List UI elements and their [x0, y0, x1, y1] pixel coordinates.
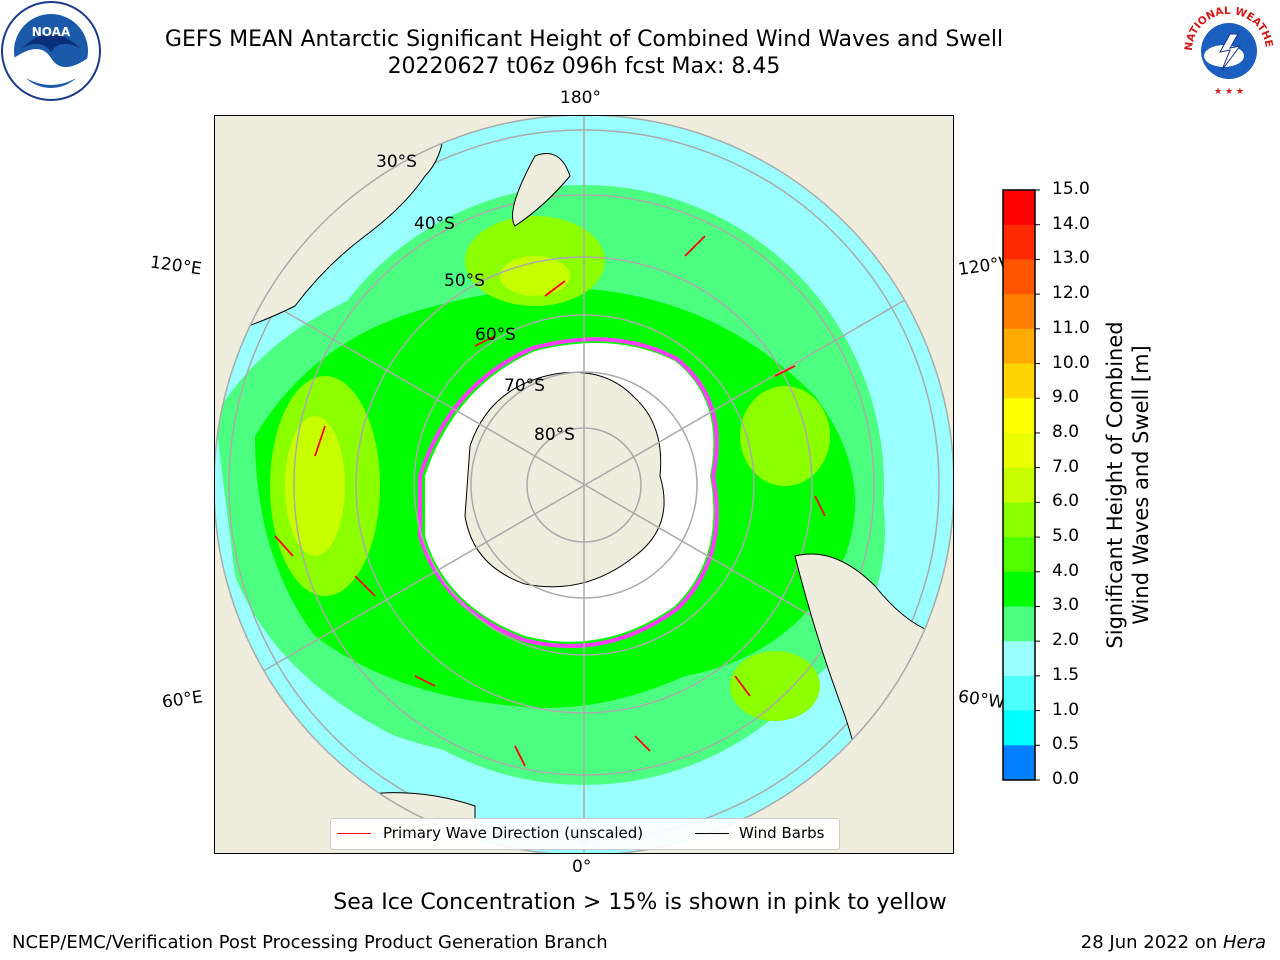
colorbar-tick-label: 3.0	[1052, 595, 1080, 616]
noaa-logo-text: NOAA	[32, 25, 71, 39]
lon-label-60w: 60°W	[956, 686, 1007, 714]
colorbar-segment	[1003, 606, 1035, 642]
colorbar-segment	[1003, 363, 1035, 399]
wave-direction-arrows	[274, 235, 826, 767]
lat-label-80s: 80°S	[534, 425, 575, 445]
colorbar-tick-label: 12.0	[1052, 283, 1090, 304]
colorbar-tick-label: 5.0	[1052, 526, 1080, 547]
colorbar-segment	[1003, 571, 1035, 607]
nws-logo: NATIONAL WEATHER SERVICE ★ ★ ★	[1178, 0, 1278, 100]
colorbar	[1002, 189, 1040, 781]
chart-subtitle: 20220627 t06z 096h fcst Max: 8.45	[387, 54, 781, 79]
noaa-logo: NOAA	[1, 1, 101, 101]
lat-label-40s: 40°S	[414, 214, 455, 234]
colorbar-tick-label: 10.0	[1052, 352, 1090, 373]
wind-barb-swatch	[695, 833, 729, 834]
lon-label-0: 0°	[572, 857, 592, 877]
colorbar-tick-label: 4.0	[1052, 560, 1080, 581]
colorbar-tick-label: 1.5	[1052, 664, 1080, 685]
colorbar-segment	[1003, 675, 1035, 712]
colorbar-tick-label: 14.0	[1052, 213, 1090, 234]
lon-label-180: 180°	[560, 88, 601, 108]
svg-text:★ ★ ★: ★ ★ ★	[1214, 87, 1244, 97]
lat-label-60s: 60°S	[475, 325, 516, 345]
colorbar-label-line2: Wind Waves and Swell [m]	[1129, 345, 1153, 625]
colorbar-segment	[1003, 294, 1035, 330]
colorbar-segment	[1003, 190, 1035, 226]
colorbar-tick-label: 6.0	[1052, 491, 1080, 512]
colorbar-segment	[1003, 537, 1035, 573]
colorbar-segment	[1003, 745, 1035, 781]
polar-map	[214, 115, 954, 854]
footer-host: Hera	[1222, 932, 1266, 953]
chart-title: GEFS MEAN Antarctic Significant Height o…	[164, 27, 1004, 52]
sea-ice-note: Sea Ice Concentration > 15% is shown in …	[333, 890, 947, 915]
colorbar-tick-label: 15.0	[1052, 179, 1090, 199]
wave-patch-5-6m-east	[740, 386, 830, 486]
wave-core-6-7m-west	[285, 416, 345, 556]
colorbar-tick-label: 13.0	[1052, 248, 1090, 269]
colorbar-segment	[1003, 467, 1035, 503]
footer-date: 28 Jun 2022 on Hera	[1081, 932, 1266, 953]
lat-label-30s: 30°S	[376, 152, 417, 172]
wave-core-6-7m-north	[500, 256, 570, 296]
footer-credit: NCEP/EMC/Verification Post Processing Pr…	[12, 932, 608, 953]
colorbar-tick-label: 1.0	[1052, 699, 1080, 720]
footer-date-text: 28 Jun 2022 on	[1080, 932, 1223, 953]
colorbar-segment	[1003, 224, 1035, 260]
colorbar-segment	[1003, 328, 1035, 365]
colorbar-tick-label: 11.0	[1052, 317, 1090, 338]
wave-patch-5-6m-south	[730, 651, 820, 721]
colorbar-tick-label: 0.5	[1052, 734, 1080, 755]
colorbar-segment	[1003, 259, 1035, 295]
lon-label-60e: 60°E	[160, 687, 205, 713]
colorbar-tick-label: 2.0	[1052, 630, 1080, 651]
colorbar-tick-label: 8.0	[1052, 421, 1080, 442]
wave-direction-swatch	[337, 833, 371, 834]
colorbar-segment	[1003, 641, 1035, 677]
map-legend: Primary Wave Direction (unscaled) Wind B…	[330, 818, 840, 850]
legend-wind-barbs: Wind Barbs	[739, 824, 825, 842]
polar-map-svg	[215, 116, 953, 853]
lon-label-120e: 120°E	[148, 252, 203, 280]
lat-label-70s: 70°S	[504, 376, 545, 396]
new-zealand	[512, 153, 571, 227]
colorbar-segment	[1003, 502, 1035, 538]
colorbar-segment	[1003, 398, 1035, 434]
colorbar-tick-label: 7.0	[1052, 456, 1080, 477]
lat-label-50s: 50°S	[444, 271, 485, 291]
sea-ice-contour	[418, 337, 719, 649]
colorbar-label: Significant Height of Combined Wind Wave…	[1102, 321, 1154, 648]
colorbar-tick-label: 0.0	[1052, 769, 1080, 789]
colorbar-segment	[1003, 710, 1035, 746]
colorbar-tick-label: 9.0	[1052, 387, 1080, 408]
legend-wave-direction: Primary Wave Direction (unscaled)	[383, 824, 644, 842]
colorbar-label-line1: Significant Height of Combined	[1103, 321, 1127, 649]
colorbar-segment	[1003, 432, 1035, 469]
